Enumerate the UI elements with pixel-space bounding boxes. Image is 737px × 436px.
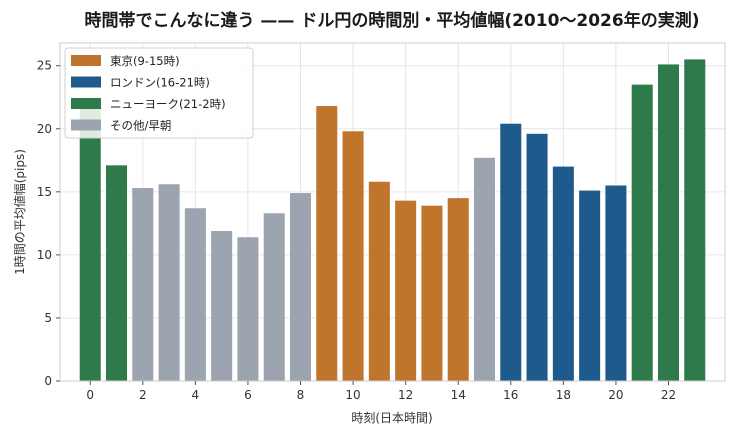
bars — [79, 59, 706, 382]
bar-hour-6 — [237, 237, 259, 381]
x-tick-label: 6 — [244, 388, 252, 402]
plot-frame — [59, 42, 726, 382]
y-tick-label: 15 — [37, 185, 52, 199]
x-tick-label: 10 — [345, 388, 360, 402]
y-tick-label: 10 — [37, 248, 52, 262]
y-tick-label: 0 — [44, 374, 52, 388]
bar-hour-23 — [684, 59, 706, 382]
x-tick-label: 8 — [297, 388, 305, 402]
y-tick-label: 25 — [37, 59, 52, 73]
bar-hour-5 — [211, 230, 233, 381]
bar-hour-2 — [132, 188, 154, 381]
x-axis-ticks: 0 2 4 6 8 10 12 14 16 18 20 22 — [86, 381, 676, 402]
bar-hour-16 — [500, 123, 522, 381]
bar-hour-13 — [421, 205, 443, 381]
bar-hour-8 — [289, 193, 312, 381]
bar-hour-12 — [395, 200, 417, 381]
bar-hour-9 — [316, 106, 338, 382]
x-tick-label: 4 — [192, 388, 200, 402]
y-axis-label: 1時間の平均値幅(pips) — [12, 149, 27, 275]
bar-hour-17 — [526, 133, 548, 381]
legend: 東京(9-15時) ロンドン(16-21時) ニューヨーク(21-2時) その他/早朝 — [64, 47, 254, 139]
bar-hour-11 — [368, 181, 390, 381]
bar-hour-3 — [158, 184, 180, 381]
x-tick-label: 14 — [451, 388, 466, 402]
x-tick-label: 16 — [503, 388, 518, 402]
legend-box — [64, 47, 254, 139]
bar-hour-22 — [657, 64, 680, 381]
bar-hour-19 — [579, 190, 601, 381]
bar-hour-1 — [105, 165, 128, 381]
x-tick-label: 2 — [139, 388, 147, 402]
legend-swatch-tokyo — [71, 55, 101, 66]
x-axis-label: 時刻(日本時間) — [351, 411, 432, 425]
legend-label-ny: ニューヨーク(21-2時) — [110, 97, 226, 111]
x-tick-label: 22 — [661, 388, 676, 402]
bar-hour-15 — [473, 157, 496, 381]
legend-label-tokyo: 東京(9-15時) — [110, 54, 180, 68]
x-tick-label: 12 — [398, 388, 413, 402]
x-tick-label: 0 — [86, 388, 94, 402]
bar-hour-0 — [79, 101, 101, 381]
legend-label-london: ロンドン(16-21時) — [110, 76, 210, 90]
bar-hour-18 — [552, 166, 574, 381]
chart-title: 時間帯でこんなに違う —— ドル円の時間別・平均値幅(2010〜2026年の実測… — [84, 10, 699, 31]
y-tick-label: 20 — [37, 122, 52, 136]
bar-hour-21 — [631, 84, 653, 382]
y-axis-ticks: 0 5 10 15 20 25 — [37, 59, 60, 388]
bar-hour-20 — [605, 185, 627, 381]
bar-hour-14 — [447, 198, 469, 381]
y-tick-label: 5 — [44, 311, 52, 325]
x-tick-label: 20 — [608, 388, 623, 402]
x-tick-label: 18 — [556, 388, 571, 402]
legend-label-other: その他/早朝 — [110, 119, 171, 133]
bar-hour-10 — [342, 131, 364, 381]
legend-swatch-london — [71, 76, 101, 88]
bar-hour-7 — [263, 213, 285, 381]
legend-swatch-ny — [71, 98, 101, 109]
bar-hour-4 — [184, 208, 206, 381]
legend-swatch-other — [71, 119, 101, 131]
